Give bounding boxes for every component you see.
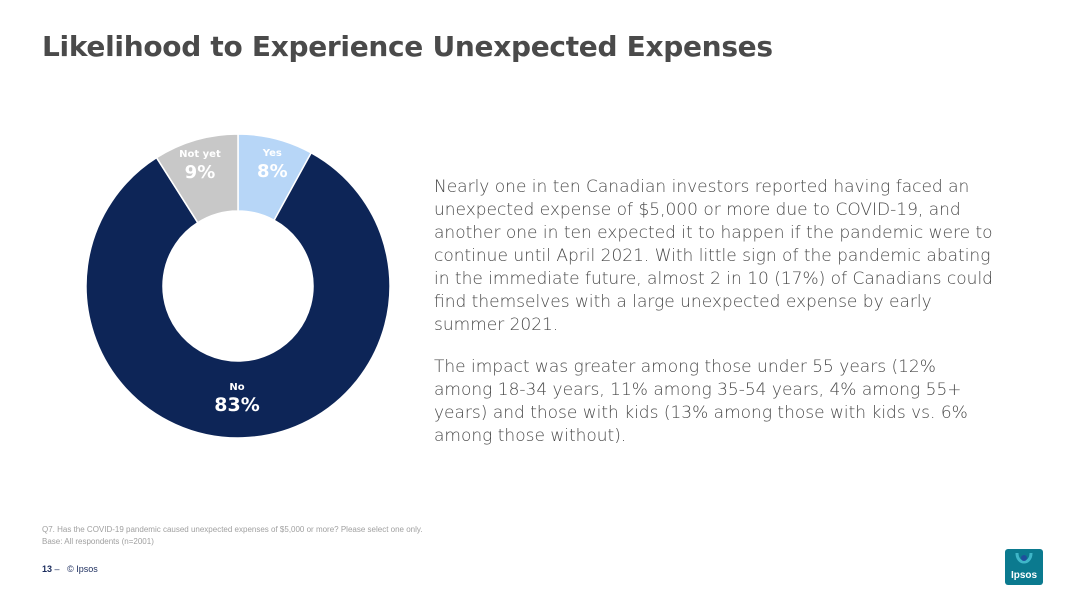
footnote: Q7. Has the COVID-19 pandemic caused une…: [42, 524, 423, 548]
page-footer: 13 – © Ipsos: [42, 564, 98, 574]
body-paragraph-1: Nearly one in ten Canadian investors rep…: [434, 177, 993, 335]
copyright: © Ipsos: [67, 564, 98, 574]
footnote-base: Base: All respondents (n=2001): [42, 537, 154, 546]
slice-no: [85, 151, 391, 439]
slice-label-yes: Yes: [262, 148, 282, 159]
slice-value-not-yet: 9%: [185, 162, 216, 183]
logo-mark-icon: [1015, 552, 1033, 564]
slice-not-yet: [155, 133, 239, 224]
slice-label-no: No: [229, 382, 244, 393]
footer-separator: –: [54, 564, 60, 574]
ipsos-logo: Ipsos: [1005, 549, 1043, 585]
page-title: Likelihood to Experience Unexpected Expe…: [42, 30, 773, 63]
body-paragraph-2: The impact was greater among those under…: [434, 357, 968, 446]
slice-value-yes: 8%: [257, 161, 288, 182]
footnote-question: Q7. Has the COVID-19 pandemic caused une…: [42, 525, 423, 534]
logo-text: Ipsos: [1010, 570, 1038, 581]
page-number: 13: [42, 564, 53, 574]
body-text: Nearly one in ten Canadian investors rep…: [434, 176, 994, 467]
slice-value-no: 83%: [214, 394, 259, 416]
slice-label-not-yet: Not yet: [179, 149, 221, 160]
